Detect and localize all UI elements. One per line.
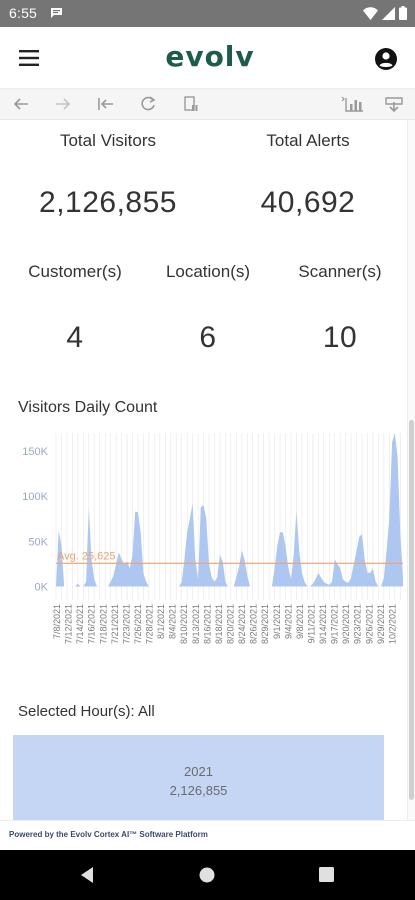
x-tick-label: 7/26/2021 (133, 604, 143, 644)
chart-title: Visitors Daily Count (18, 399, 158, 416)
visitors-area-series (56, 433, 403, 587)
y-tick-label: 100K (22, 491, 48, 503)
x-tick-label: 7/16/2021 (87, 604, 97, 644)
scrollbar-thumb[interactable] (409, 420, 414, 800)
wifi-icon (363, 6, 378, 20)
pause-refresh-icon[interactable] (181, 95, 201, 113)
x-tick-label: 8/1/2021 (156, 604, 166, 639)
account-icon[interactable] (374, 47, 398, 71)
x-tick-label: 10/2/2021 (387, 604, 397, 644)
x-tick-label: 7/8/2021 (52, 604, 62, 639)
x-tick-label: 8/4/2021 (168, 604, 178, 639)
x-tick-label: 8/26/2021 (249, 604, 259, 644)
x-tick-label: 9/20/2021 (341, 604, 351, 644)
y-tick-label: 150K (22, 446, 48, 458)
y-tick-label: 0K (35, 581, 49, 593)
dashboard-toolbar (0, 89, 415, 120)
battery-icon (399, 6, 407, 20)
x-tick-label: 9/17/2021 (330, 604, 340, 644)
year-summary-block[interactable]: 2021 2,126,855 (13, 735, 384, 820)
scanners-value: 10 (322, 321, 358, 354)
x-tick-label: 8/20/2021 (226, 604, 236, 644)
footer: Powered by the Evolv Cortex AI™ Software… (0, 820, 415, 850)
x-tick-label: 9/26/2021 (364, 604, 374, 644)
first-page-icon[interactable] (96, 95, 116, 113)
x-tick-label: 9/8/2021 (295, 604, 305, 639)
selected-hours-title: Selected Hour(s): All (18, 703, 155, 720)
scrollbar-track[interactable] (407, 120, 415, 820)
cell-signal-icon (382, 6, 395, 20)
total-alerts-value: 40,692 (260, 186, 356, 219)
x-tick-label: 7/14/2021 (75, 604, 85, 644)
customers-label: Customer(s) (28, 262, 122, 281)
x-tick-label: 7/12/2021 (64, 604, 74, 644)
total-alerts-label: Total Alerts (266, 131, 350, 150)
x-tick-label: 9/11/2021 (307, 604, 317, 643)
x-tick-label: 8/18/2021 (214, 604, 224, 644)
x-tick-label: 8/29/2021 (260, 604, 270, 644)
visitors-daily-chart[interactable]: 150K 100K 50K 0K Avg. 25,625 7/8/2021 7/12/202… (0, 425, 407, 700)
x-tick-label: 7/28/2021 (145, 604, 155, 644)
customers-value: 4 (66, 321, 84, 354)
system-nav-bar (0, 850, 415, 900)
year-count: 2,126,855 (169, 783, 228, 798)
x-tick-label: 8/10/2021 (179, 604, 189, 644)
footer-text: Powered by the Evolv Cortex AI™ Software… (9, 830, 208, 839)
nav-home-icon[interactable] (199, 867, 215, 883)
menu-icon[interactable] (19, 49, 41, 67)
nav-recents-icon[interactable] (319, 867, 334, 882)
total-visitors-value: 2,126,855 (39, 186, 177, 219)
x-tick-label: 8/16/2021 (202, 604, 212, 644)
total-visitors-label: Total Visitors (59, 131, 157, 150)
y-tick-label: 50K (28, 536, 48, 548)
x-tick-label: 9/29/2021 (376, 604, 386, 644)
evolv-logo: evolv (165, 40, 255, 73)
status-indicators (363, 6, 407, 20)
dashboard-content[interactable]: Total Visitors Total Alerts 2,126,855 40… (0, 120, 407, 820)
x-tick-label: 9/4/2021 (283, 604, 293, 639)
nav-back-icon[interactable] (78, 866, 96, 884)
x-tick-label: 9/14/2021 (318, 604, 328, 644)
x-tick-label: 9/23/2021 (353, 604, 363, 644)
locations-label: Location(s) (165, 262, 251, 281)
x-tick-label: 7/21/2021 (110, 604, 120, 644)
x-tick-label: 9/1/2021 (272, 604, 282, 639)
x-tick-label: 7/23/2021 (121, 604, 131, 644)
chart-data-icon[interactable] (341, 95, 365, 113)
x-tick-label: 8/24/2021 (237, 604, 247, 644)
year-label: 2021 (184, 764, 213, 779)
status-bar: 6:55 (0, 0, 415, 27)
scanners-label: Scanner(s) (298, 262, 382, 281)
forward-icon[interactable] (53, 95, 73, 113)
message-notification-icon (51, 8, 62, 18)
app-bar: evolv (0, 27, 415, 89)
x-tick-label: 8/13/2021 (191, 604, 201, 644)
x-tick-label: 7/18/2021 (98, 604, 108, 644)
back-icon[interactable] (11, 95, 31, 113)
status-time: 6:55 (9, 5, 38, 21)
average-label: Avg. 25,625 (57, 550, 116, 562)
refresh-icon[interactable] (139, 95, 159, 113)
locations-value: 6 (199, 321, 217, 354)
share-icon[interactable] (384, 95, 404, 113)
